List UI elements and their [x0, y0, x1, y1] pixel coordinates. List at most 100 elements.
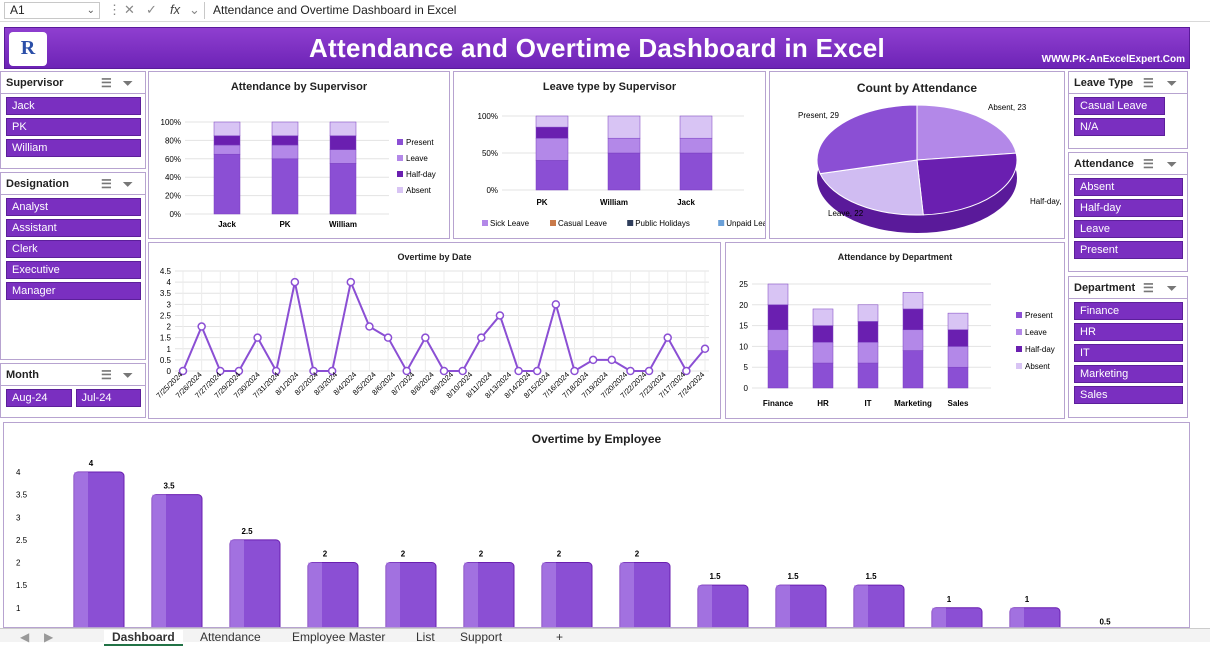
- legend-swatch: [1016, 346, 1022, 352]
- slicer-item-aug-24[interactable]: Aug-24: [6, 389, 72, 407]
- slicer-item-hr[interactable]: HR: [1074, 323, 1183, 341]
- multi-select-icon[interactable]: ☰: [101, 368, 112, 382]
- multi-select-icon[interactable]: ☰: [1143, 76, 1154, 90]
- add-sheet-icon[interactable]: +: [556, 630, 564, 644]
- slicer-item-assistant[interactable]: Assistant: [6, 219, 141, 237]
- clear-filter-icon[interactable]: ⏷: [123, 177, 133, 191]
- legend-label: Present: [406, 138, 434, 147]
- clear-filter-icon[interactable]: ⏷: [1167, 76, 1177, 90]
- bar-highlight: [854, 585, 868, 646]
- data-point: [439, 366, 449, 376]
- chart-attendance-by-department[interactable]: Attendance by Department 0 5 10 15 20 25 Finan…: [725, 242, 1065, 419]
- data-point: [271, 366, 281, 376]
- chevron-down-icon[interactable]: ⌄: [189, 2, 200, 17]
- x-tick-label: IT: [864, 399, 871, 408]
- tab-employee-master[interactable]: Employee Master: [292, 630, 386, 644]
- page-title: Attendance and Overtime Dashboard in Exc…: [308, 33, 886, 63]
- chart-attendance-by-supervisor[interactable]: Attendance by Supervisor 0% 20% 40% 60% 80% 1…: [148, 71, 450, 239]
- dashboard-banner: R Attendance and Overtime Dashboard in E…: [4, 27, 1190, 69]
- slicer-item-finance[interactable]: Finance: [1074, 302, 1183, 320]
- multi-select-icon[interactable]: ☰: [1143, 157, 1154, 171]
- enter-icon[interactable]: ✓: [146, 2, 157, 17]
- data-point: [477, 333, 486, 342]
- more-options-icon[interactable]: ⋮: [108, 2, 121, 17]
- slicer-item-clerk[interactable]: Clerk: [6, 240, 141, 258]
- scroll-left-icon[interactable]: ◀: [20, 630, 30, 644]
- cancel-icon[interactable]: ✕: [124, 2, 135, 17]
- chart-overtime-by-employee[interactable]: Overtime by Employee 1 1.5 2 2.5 3 3.5 4 4 3.5 2.…: [3, 422, 1190, 646]
- bar-segment: [679, 115, 713, 139]
- bar-segment: [812, 341, 834, 364]
- data-point: [495, 311, 505, 320]
- multi-select-icon[interactable]: ☰: [1143, 281, 1154, 295]
- slicer-item-absent[interactable]: Absent: [1074, 178, 1183, 196]
- website-url[interactable]: WWW.PK-AnExcelExpert.Com: [1041, 54, 1185, 65]
- data-point: [570, 366, 579, 376]
- bar-segment: [607, 115, 641, 139]
- tab-list[interactable]: List: [416, 630, 435, 644]
- x-tick-label: Sales: [948, 399, 969, 408]
- scroll-right-icon[interactable]: ▶: [44, 630, 54, 644]
- x-tick-label: PK: [536, 198, 547, 207]
- slicer-item-na[interactable]: N/A: [1074, 118, 1165, 136]
- bar-segment: [857, 341, 879, 364]
- pie-data-label: Present, 29: [798, 111, 839, 120]
- function-icon[interactable]: fx: [170, 2, 181, 17]
- slicer-item-pk[interactable]: PK: [6, 118, 141, 136]
- slicer-item-jack[interactable]: Jack: [6, 97, 141, 115]
- chart-leave-type-by-supervisor[interactable]: Leave type by Supervisor 0% 50% 100% PK Will…: [453, 71, 776, 239]
- formula-input[interactable]: Attendance and Overtime Dashboard in Exc…: [204, 2, 1204, 19]
- y-tick-label: 2: [16, 559, 21, 568]
- slicer-item-casual-leave[interactable]: Casual Leave: [1074, 97, 1165, 115]
- legend-label: Absent: [406, 186, 432, 195]
- data-point: [644, 366, 654, 376]
- multi-select-icon[interactable]: ☰: [101, 177, 112, 191]
- bar-segment: [535, 137, 569, 161]
- data-label: 3.5: [163, 482, 175, 491]
- multi-select-icon[interactable]: ☰: [101, 76, 112, 90]
- slicer-item-william[interactable]: William: [6, 139, 141, 157]
- slicer-item-analyst[interactable]: Analyst: [6, 198, 141, 216]
- bar-segment: [902, 350, 924, 389]
- slicer-item-executive[interactable]: Executive: [6, 261, 141, 279]
- x-tick-label: Jack: [218, 220, 236, 229]
- bar-highlight: [230, 539, 244, 646]
- clear-filter-icon[interactable]: ⏷: [123, 368, 133, 382]
- clear-filter-icon[interactable]: ⏷: [1167, 281, 1177, 295]
- legend-label: Unpaid Leave: [726, 219, 765, 228]
- chevron-down-icon[interactable]: ⌄: [86, 5, 95, 16]
- slicer-item-manager[interactable]: Manager: [6, 282, 141, 300]
- tab-support[interactable]: Support: [460, 630, 503, 644]
- slicer-item-it[interactable]: IT: [1074, 344, 1183, 362]
- legend-swatch: [550, 220, 556, 226]
- bar-segment: [902, 292, 924, 310]
- clear-filter-icon[interactable]: ⏷: [1167, 157, 1177, 171]
- x-tick-label: HR: [817, 399, 829, 408]
- slicer-item-sales[interactable]: Sales: [1074, 386, 1183, 404]
- slicer-item-half-day[interactable]: Half-day: [1074, 199, 1183, 217]
- name-box[interactable]: A1 ⌄: [4, 2, 100, 19]
- tab-attendance[interactable]: Attendance: [200, 630, 261, 644]
- tab-dashboard[interactable]: Dashboard: [104, 630, 183, 646]
- bar-segment: [271, 158, 299, 215]
- bar-highlight: [308, 562, 322, 646]
- slicer-item-marketing[interactable]: Marketing: [1074, 365, 1183, 383]
- y-tick-label: 1: [167, 345, 172, 354]
- data-point: [383, 333, 393, 342]
- y-tick-label: 0: [744, 384, 749, 393]
- bar-segment: [857, 304, 879, 322]
- chart-overtime-by-date[interactable]: Overtime by Date 0 0.5 1 1.5 2 2.5 3 3.5 4 4.5 7/2…: [148, 242, 721, 419]
- legend-label: Sick Leave: [490, 219, 530, 228]
- bar-segment: [857, 362, 879, 389]
- chart-count-by-attendance[interactable]: Count by Attendance Absent, 23 Half-day, …: [769, 71, 1073, 239]
- bar-segment: [812, 362, 834, 389]
- y-tick-label: 3: [16, 513, 21, 522]
- data-point: [234, 366, 244, 376]
- slicer-item-jul-24[interactable]: Jul-24: [75, 389, 141, 407]
- bar-segment: [271, 121, 299, 137]
- attendance-by-supervisor-plot: 0% 20% 40% 60% 80% 100% Jack PK William Present Le…: [161, 118, 436, 229]
- slicer-item-present[interactable]: Present: [1074, 241, 1183, 259]
- clear-filter-icon[interactable]: ⏷: [123, 76, 133, 90]
- slicer-item-leave[interactable]: Leave: [1074, 220, 1183, 238]
- data-point: [178, 366, 188, 376]
